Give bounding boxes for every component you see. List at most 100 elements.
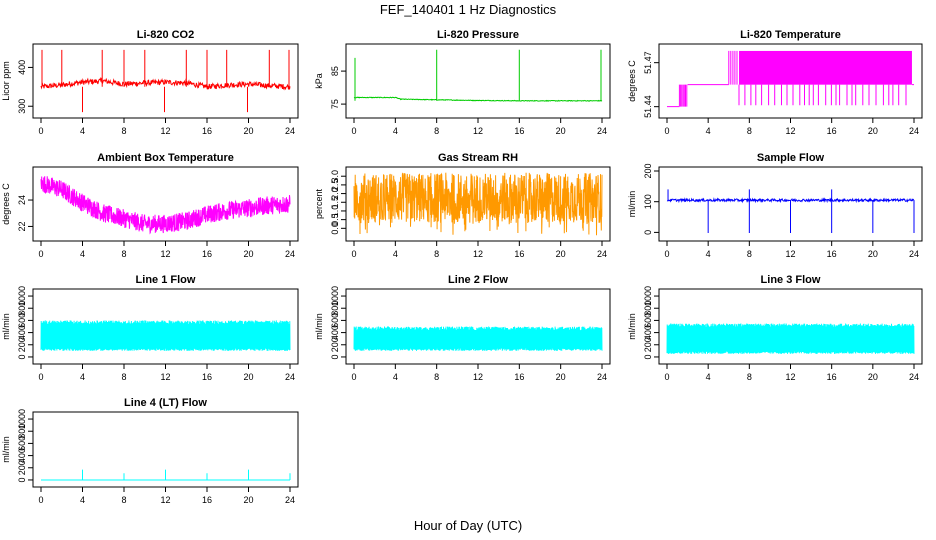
panel-10: Line 4 (LT) Flow 0 4 8 12 16 20 24 0 200400600800… xyxy=(1,397,299,505)
x-tick-label: 16 xyxy=(514,126,524,136)
y-tick-label: 0.0 xyxy=(330,222,340,235)
x-tick-label: 8 xyxy=(747,126,752,136)
panel-title: Li-820 Temperature xyxy=(740,29,841,41)
x-tick-label: 16 xyxy=(202,249,212,259)
y-axis-label: ml/min xyxy=(627,191,637,218)
x-tick-label: 16 xyxy=(827,126,837,136)
x-tick-label: 12 xyxy=(785,126,795,136)
y-tick-label: 600 xyxy=(643,313,653,328)
x-tick-label: 12 xyxy=(473,126,483,136)
x-tick-label: 8 xyxy=(121,249,126,259)
y-tick-label: 2.5 xyxy=(330,179,340,192)
y-axis-label: percent xyxy=(314,188,324,219)
y-tick-label: 200 xyxy=(330,337,340,352)
x-tick-label: 16 xyxy=(202,126,212,136)
x-tick-label: 12 xyxy=(785,249,795,259)
y-tick-label: 400 xyxy=(17,448,27,463)
x-tick-label: 20 xyxy=(243,249,253,259)
y-tick-label: 0 xyxy=(643,230,653,235)
x-tick-label: 20 xyxy=(868,372,878,382)
y-tick-label: 51.44 xyxy=(643,95,653,118)
panel-2: Li-820 Pressure 0 4 8 12 16 20 24 75 85 kPa xyxy=(314,29,611,136)
y-tick-label: 85 xyxy=(330,66,340,76)
x-tick-label: 8 xyxy=(747,372,752,382)
y-tick-label: 1.0 xyxy=(330,205,340,218)
x-tick-label: 12 xyxy=(160,372,170,382)
x-tick-label: 4 xyxy=(706,372,711,382)
figure-xlabel: Hour of Day (UTC) xyxy=(413,518,523,533)
x-tick-label: 24 xyxy=(909,249,919,259)
x-tick-label: 0 xyxy=(664,249,669,259)
x-tick-label: 4 xyxy=(393,249,398,259)
y-tick-label: 75 xyxy=(330,99,340,109)
figure-title: FEF_140401 1 Hz Diagnostics xyxy=(379,2,557,17)
y-tick-label: 100 xyxy=(643,194,653,209)
panel-3: Li-820 Temperature 0 4 8 12 16 20 24 51.44 51.47 d… xyxy=(627,29,923,136)
panel-title: Line 3 Flow xyxy=(761,274,821,286)
y-axis-label: degrees C xyxy=(1,183,11,225)
x-tick-label: 20 xyxy=(556,372,566,382)
y-tick-label: 1000 xyxy=(330,286,340,306)
panel-title: Gas Stream RH xyxy=(438,152,518,164)
y-tick-label: 800 xyxy=(643,301,653,316)
x-tick-label: 12 xyxy=(160,249,170,259)
data-trace xyxy=(40,320,291,351)
x-tick-label: 8 xyxy=(747,249,752,259)
x-tick-label: 20 xyxy=(556,249,566,259)
data-trace xyxy=(40,49,291,113)
x-tick-label: 24 xyxy=(285,249,295,259)
x-tick-label: 4 xyxy=(80,126,85,136)
x-tick-label: 24 xyxy=(909,126,919,136)
x-tick-label: 24 xyxy=(285,372,295,382)
y-tick-label: 600 xyxy=(17,313,27,328)
temperature-band xyxy=(739,50,912,85)
panel-title: Li-820 CO2 xyxy=(137,29,194,41)
y-tick-label: 0 xyxy=(330,354,340,359)
panel-4: Ambient Box Temperature 0 4 8 12 16 20 24 22 24 de… xyxy=(1,152,299,259)
y-tick-label: 400 xyxy=(330,325,340,340)
x-tick-label: 20 xyxy=(556,126,566,136)
y-tick-label: 200 xyxy=(17,460,27,475)
x-tick-label: 24 xyxy=(285,126,295,136)
x-tick-label: 0 xyxy=(38,495,43,505)
x-tick-label: 16 xyxy=(202,372,212,382)
y-tick-label: 22 xyxy=(17,221,27,231)
x-tick-label: 24 xyxy=(597,126,607,136)
panel-title: Line 2 Flow xyxy=(448,274,508,286)
panel-title: Line 1 Flow xyxy=(136,274,196,286)
data-trace xyxy=(353,49,603,102)
panel-title: Line 4 (LT) Flow xyxy=(124,397,207,409)
panel-6: Sample Flow 0 4 8 12 16 20 24 0 100 200 ml/min xyxy=(627,152,923,259)
data-trace xyxy=(353,326,603,351)
y-tick-label: 200 xyxy=(643,163,653,178)
y-tick-label: 1000 xyxy=(17,409,27,429)
x-tick-label: 8 xyxy=(121,372,126,382)
y-tick-label: 600 xyxy=(17,436,27,451)
x-tick-label: 0 xyxy=(351,249,356,259)
x-tick-label: 0 xyxy=(664,372,669,382)
x-tick-label: 12 xyxy=(473,372,483,382)
plot-frame xyxy=(345,288,611,365)
x-tick-label: 0 xyxy=(351,126,356,136)
y-tick-label: 2.0 xyxy=(330,187,340,200)
x-tick-label: 20 xyxy=(243,495,253,505)
y-tick-label: 400 xyxy=(17,60,27,75)
x-tick-label: 20 xyxy=(868,249,878,259)
y-tick-label: 400 xyxy=(643,325,653,340)
y-axis-label: ml/min xyxy=(1,313,11,340)
y-tick-label: 1.5 xyxy=(330,196,340,209)
x-tick-label: 16 xyxy=(514,249,524,259)
x-tick-label: 16 xyxy=(202,495,212,505)
x-tick-label: 0 xyxy=(38,372,43,382)
y-axis-label: degrees C xyxy=(627,60,637,102)
x-tick-label: 0 xyxy=(351,372,356,382)
y-tick-label: 400 xyxy=(17,325,27,340)
y-tick-label: 0.5 xyxy=(330,213,340,226)
y-tick-label: 800 xyxy=(17,424,27,439)
x-tick-label: 4 xyxy=(80,249,85,259)
y-tick-label: 600 xyxy=(330,313,340,328)
x-tick-label: 12 xyxy=(473,249,483,259)
